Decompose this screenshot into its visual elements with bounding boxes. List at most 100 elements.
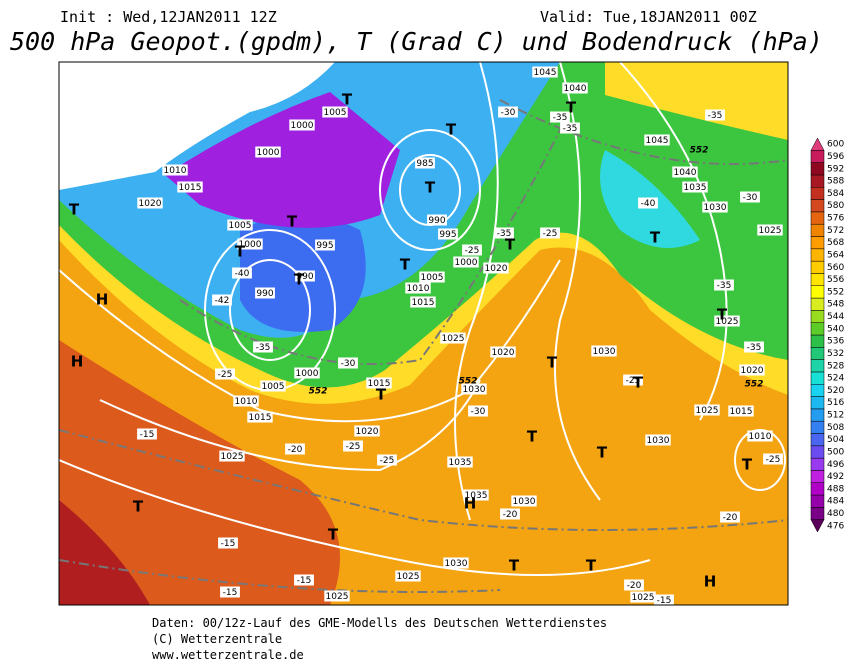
colorbar-cell [810,273,825,286]
pressure-center: T [69,201,80,219]
label-box [739,364,765,376]
isobar-label: 985 [416,159,433,169]
label-box [714,315,740,327]
temperature-label: -25 [766,455,781,465]
label-box [645,434,671,446]
colorbar-label: 580 [827,201,844,211]
colorbar-label: 484 [827,497,844,507]
label-box [500,508,520,520]
pressure-center: H [464,495,477,513]
label-box [260,380,286,392]
colorbar-label: 512 [827,411,844,421]
isobar-label: 1000 [239,240,262,250]
isobars [59,62,786,576]
colorbar-label: 568 [827,238,844,248]
isobar-label: 1025 [696,406,719,416]
isobar-label: 1005 [229,221,252,231]
isotherms [59,99,788,593]
isobar-label: 1015 [368,379,391,389]
colorbar-cell [810,174,825,188]
pressure-center: T [376,386,387,404]
isobar-label: 1015 [730,407,753,417]
isobar-label: 995 [439,230,456,240]
pressure-center: T [287,213,298,231]
contour-label: 552 [459,377,478,387]
temperature-label: -25 [465,246,480,256]
colorbar-cell [810,347,825,360]
label-box [728,405,754,417]
isobar-label: 1030 [445,559,468,569]
isobar-label: 1025 [632,593,655,603]
temperature-label: -15 [297,576,312,586]
isobar-label: 1000 [257,148,280,158]
isobar-label: 1015 [249,413,272,423]
isobar-label: 1025 [442,334,465,344]
contour-label: 552 [745,380,764,390]
footer-line: Daten: 00/12z-Lauf des GME-Modells des D… [152,616,607,630]
isobar-label: 1035 [684,183,707,193]
isobar-label: 1015 [179,183,202,193]
colorbar-label: 560 [827,263,844,273]
colorbar-cell [810,211,825,225]
colorbar-label: 584 [827,189,844,199]
label-box [343,440,363,452]
label-box [354,425,380,437]
label-box [215,368,235,380]
label-box [232,267,252,279]
pressure-center: T [294,271,305,289]
label-box [177,181,203,193]
colorbar-label: 556 [827,275,844,285]
label-box [757,224,783,236]
pressure-center: T [650,229,661,247]
colorbar-cell [810,187,825,200]
temperature-label: -20 [503,510,518,520]
contour-label: 552 [690,146,709,156]
colorbar-cell [810,470,825,483]
isobar-label: 1030 [647,436,670,446]
isobar [59,459,651,576]
pressure-center: T [425,179,436,197]
label-box [285,443,305,455]
label-box [672,166,698,178]
valid-time: Valid: Tue,18JAN2011 00Z [540,8,757,26]
isobar-label: 1010 [749,432,772,442]
map-frame [58,61,789,606]
isotherm [59,429,788,531]
temperature-label: -35 [256,343,271,353]
isotherm [59,559,501,593]
temperature-label: -15 [221,539,236,549]
temperature-label: -15 [657,596,672,606]
label-box [440,332,466,344]
isobar-label: 1045 [646,136,669,146]
pressure-center: H [704,573,717,591]
label-box [540,227,560,239]
label-box [294,367,320,379]
colorbar-cell [810,162,825,176]
colorbar-cell [810,433,825,447]
label-box [461,383,487,395]
colorbar-cell [810,285,825,299]
region-deep-red [59,500,150,605]
isobar-label: 1045 [534,68,557,78]
label-box [162,164,188,176]
colorbar-cell [810,396,825,410]
label-box [253,341,273,353]
colorbar-label: 600 [827,140,844,150]
colorbar-label: 504 [827,435,844,445]
label-box [638,197,658,209]
label-box [415,157,435,169]
pressure-center: T [742,456,753,474]
temperature-label: -20 [627,581,642,591]
temperature-label: -15 [140,430,155,440]
isotherm [499,99,788,165]
label-box [498,106,518,118]
isobar-label: 1020 [492,348,515,358]
label-box [322,106,348,118]
pressure-center: T [505,236,516,254]
colorbar-label: 540 [827,324,844,334]
label-box [714,279,734,291]
label-box [562,82,588,94]
isobar-label: 990 [256,289,273,299]
isobar [99,379,481,472]
